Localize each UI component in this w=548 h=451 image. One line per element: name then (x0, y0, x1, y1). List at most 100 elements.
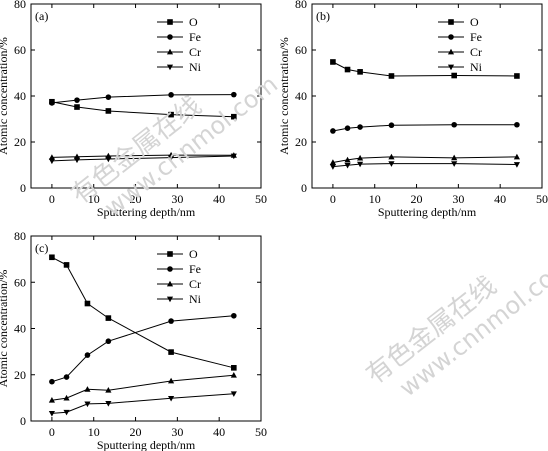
panel-b-legend-o-label: O (470, 15, 479, 29)
panel-c-series-fe-point (105, 338, 112, 345)
panel-b: 0 10 20 30 40 50 0 20 40 60 80 Sputtering depth/nm A… (277, 0, 548, 219)
panel-a-xlabel: Sputtering depth/nm (97, 205, 196, 219)
panel-b-series-o-point (344, 66, 351, 73)
panel-a-series-cr-point (48, 154, 55, 160)
panel-a-series-o-point (74, 104, 80, 110)
panel-a-legend-o-label: O (189, 15, 198, 29)
panel-b-ylabel: Atomic concentration/% (277, 37, 291, 155)
panel-a-series-ni-point (168, 155, 175, 161)
panel-c-xtick-label: 40 (213, 425, 225, 439)
panel-c-series-o-point (84, 300, 91, 307)
panel-a-series-o-point (105, 108, 112, 114)
panel-b-series-ni-point (329, 164, 336, 170)
panel-c-legend-fe-label: Fe (189, 262, 201, 276)
panel-c-xtick-label: 0 (49, 425, 55, 439)
panel-a-ytick-label: 80 (14, 0, 26, 11)
panel-c-xtick-label: 10 (88, 425, 100, 439)
panel-a: 0 10 20 30 40 50 0 20 40 60 80 Sputtering depth/nm A… (0, 0, 267, 219)
panel-c-ylabel: Atomic concentration/% (0, 270, 10, 388)
panel-c-series-o-point (49, 254, 55, 261)
panel-b-series-ni-point (344, 162, 351, 169)
panel-c-series-fe-point (231, 312, 237, 319)
panel-c-series-cr-line (51, 374, 234, 401)
panel-b-series-cr-point (513, 153, 520, 160)
panel-c-xlabel: Sputtering depth/nm (97, 438, 196, 451)
panel-b-legend-fe-marker (448, 34, 454, 40)
panel-c-series-cr-point (84, 386, 91, 392)
panel-c: 0 10 20 30 40 50 0 20 40 60 80 Sputtering depth/nm A… (0, 229, 267, 451)
panel-c-legend-o-marker (167, 251, 173, 257)
panel-a-series-ni-point (230, 153, 237, 160)
panel-c-series-ni-point (105, 401, 112, 407)
panel-c-series-fe-point (84, 352, 91, 358)
panel-a-legend-fe-marker (167, 34, 173, 40)
panel-c-series-cr-point (63, 394, 70, 401)
panel-b-series-fe-point (330, 128, 336, 134)
panel-a-ytick-label: 40 (14, 89, 26, 103)
panel-c-series-ni-point (230, 391, 237, 397)
panel-a-legend-o-marker (167, 19, 173, 25)
panel-a-xtick-label: 10 (88, 192, 100, 206)
panel-c-series-o-point (63, 262, 70, 268)
panel-c-series-fe-point (63, 374, 70, 380)
panel-c-series-ni-point (168, 395, 175, 402)
panel-b-legend-o-marker (448, 19, 454, 25)
panel-a-xtick-label: 30 (171, 192, 183, 206)
panel-b-series-cr-line (332, 156, 517, 163)
panel-c-legend-cr-label: Cr (189, 277, 201, 291)
panel-b-xtick-label: 50 (536, 192, 548, 206)
panel-c-legend-ni-label: Ni (189, 292, 202, 306)
panel-b-series-fe-point (514, 121, 520, 128)
panel-c-xtick-label: 50 (255, 425, 267, 439)
panel-a-ytick-label: 0 (20, 181, 26, 195)
panel-c-legend-o-label: O (189, 247, 198, 261)
panel-a-legend-ni-marker (166, 64, 174, 71)
panel-b-ytick-label: 40 (295, 89, 307, 103)
panel-a-series-fe-point (105, 94, 112, 100)
panel-a-legend-cr-label: Cr (189, 45, 201, 59)
panel-b-series-ni-point (513, 162, 520, 168)
panel-a-series-fe-point (74, 97, 80, 103)
panel-c-ytick-label: 0 (20, 414, 26, 428)
panel-c-xtick-label: 20 (130, 425, 142, 439)
panel-b-xlabel: Sputtering depth/nm (378, 205, 477, 219)
panel-a-series-ni-point (73, 157, 81, 164)
panel-a-series-fe-point (231, 91, 237, 98)
panel-b-series-ni-point (451, 161, 458, 167)
panel-c-ytick-label: 20 (14, 368, 26, 382)
panel-c-legend-ni-marker (166, 296, 174, 303)
panel-c-ytick-label: 40 (14, 322, 26, 336)
panel-b-series-cr-point (344, 156, 351, 163)
panel-c-legend-fe-marker (167, 266, 173, 272)
panel-b-xtick-label: 40 (494, 192, 506, 206)
panel-a-series-ni-point (105, 156, 112, 163)
panel-b-series-o-point (388, 73, 395, 79)
panel-b-ytick-label: 60 (295, 43, 307, 57)
panel-b-series-fe-point (357, 124, 363, 130)
panel-b-series-ni-point (388, 161, 395, 167)
panel-c-label: (c) (35, 241, 48, 255)
panel-b-legend-cr-marker (447, 48, 455, 55)
panel-c-series-fe-point (49, 378, 55, 385)
panel-c-series-cr-point (105, 387, 112, 393)
panel-c-series-o-line (51, 256, 234, 369)
panel-a-label: (a) (35, 9, 48, 23)
panel-a-series-ni-point (48, 158, 55, 165)
panel-a-legend-cr-marker (166, 48, 174, 55)
panel-c-series-ni-point (84, 401, 91, 408)
panel-b-legend-fe-label: Fe (470, 30, 482, 44)
panel-b-legend-cr-label: Cr (470, 45, 482, 59)
panel-b-series-o-point (451, 72, 457, 79)
panel-b-ytick-label: 0 (301, 181, 307, 195)
panel-b-series-o-point (357, 69, 363, 75)
panel-a-series-o-point (168, 111, 174, 118)
panel-a-series-o-point (231, 113, 237, 120)
panel-a-xtick-label: 0 (49, 192, 55, 206)
panel-b-series-cr-point (357, 154, 364, 161)
panel-c-series-cr-point (230, 371, 237, 378)
panel-c-series-ni-point (63, 409, 70, 416)
panel-a-series-fe-point (49, 100, 55, 106)
panel-c-series-fe-point (168, 318, 174, 324)
panel-a-ylabel: Atomic concentration/% (0, 37, 10, 155)
